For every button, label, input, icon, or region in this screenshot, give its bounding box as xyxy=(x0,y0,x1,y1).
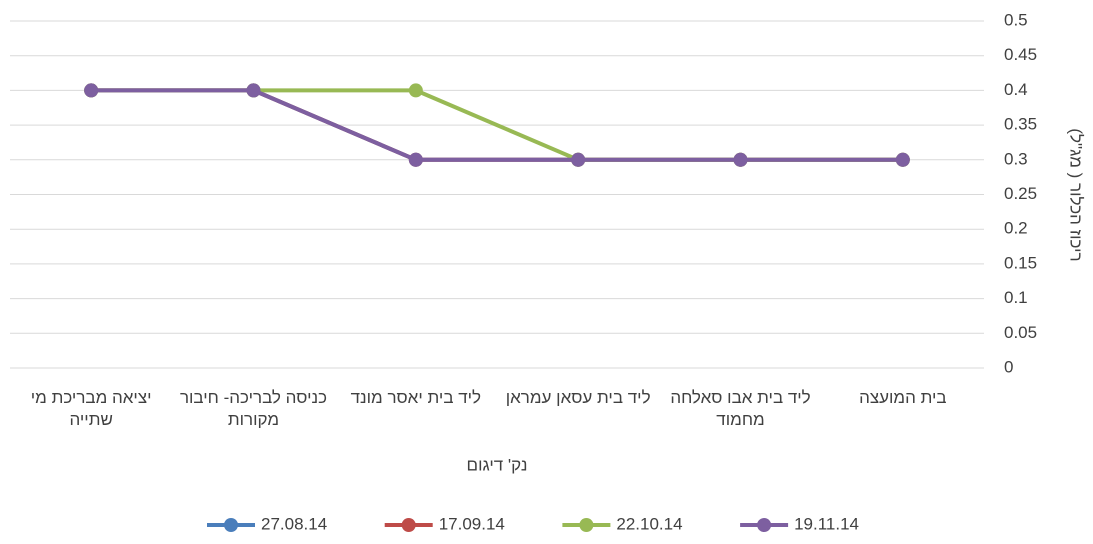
legend-label: 17.09.14 xyxy=(439,514,505,533)
point xyxy=(246,83,261,98)
y-tick-label: 0.05 xyxy=(1004,323,1037,342)
point xyxy=(895,152,910,167)
y-tick-label: 0.45 xyxy=(1004,45,1037,64)
point xyxy=(571,152,586,167)
legend-marker xyxy=(401,518,416,532)
point xyxy=(84,83,99,98)
y-tick-label: 0.2 xyxy=(1004,219,1028,238)
y-tick-label: 0.4 xyxy=(1004,80,1028,99)
y-tick-label: 0.25 xyxy=(1004,184,1037,203)
x-tick-label: ליד בית יאסר מונד xyxy=(350,388,482,407)
legend-marker xyxy=(757,518,772,532)
point xyxy=(733,152,748,167)
series-line xyxy=(91,88,903,162)
y-tick-label: 0.1 xyxy=(1004,288,1028,307)
y-tick-label: 0.3 xyxy=(1004,149,1028,168)
y-tick-label: 0 xyxy=(1004,357,1013,376)
x-tick-label: ליד בית עסאן עמראן xyxy=(505,388,651,407)
y-tick-label: 0.15 xyxy=(1004,253,1037,272)
x-tick-label: יציאה מבריכת מי שתייה xyxy=(30,388,152,429)
y-tick-label: 0.5 xyxy=(1004,10,1028,29)
x-axis-label: נק' דיגום xyxy=(467,455,528,474)
legend-label: 27.08.14 xyxy=(261,514,327,533)
x-tick-label: בית המועצה xyxy=(859,388,947,407)
y-axis-label: ריכוז הכלור ( מג"ל) xyxy=(1067,128,1086,261)
point xyxy=(408,152,423,167)
point xyxy=(408,83,423,98)
legend-marker xyxy=(579,518,594,532)
legend-marker xyxy=(224,518,238,532)
y-tick-label: 0.35 xyxy=(1004,115,1037,134)
legend-label: 22.10.14 xyxy=(616,514,682,533)
x-tick-label: ליד בית אבו סאלחה מחמוד xyxy=(670,388,811,429)
legend-label: 19.11.14 xyxy=(794,514,859,533)
x-tick-label: כניסה לבריכה- חיבור מקורות xyxy=(179,388,328,429)
